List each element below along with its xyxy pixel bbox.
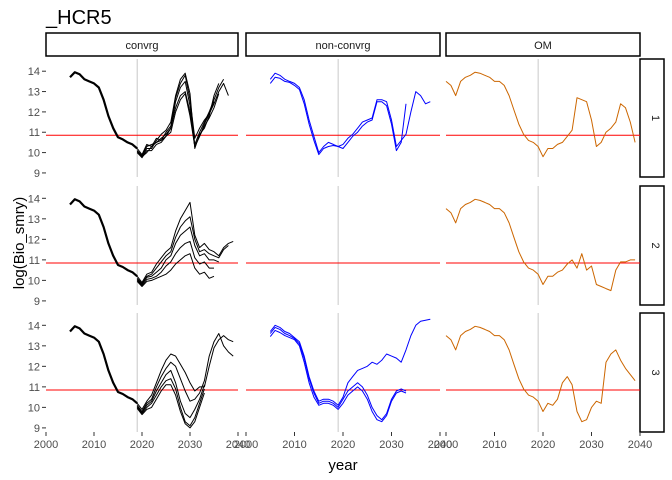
strip-label-non-convrg: non-convrg <box>315 40 370 52</box>
x-tick-label: 2020 <box>130 439 154 451</box>
x-tick-label: 2040 <box>226 439 250 451</box>
y-tick-label: 12 <box>28 361 40 373</box>
series-line-convrg-1-2 <box>136 79 225 157</box>
row-strip-3 <box>639 312 665 433</box>
x-tick-label: 2030 <box>379 439 403 451</box>
series-line-convrg-3-4 <box>136 378 205 427</box>
x-axis-label: year <box>328 457 357 474</box>
series-line-convrg-2-2 <box>136 216 229 284</box>
row-strip-2 <box>639 185 665 306</box>
x-tick-label: 2030 <box>178 439 202 451</box>
strip-convrg <box>45 32 239 57</box>
series-line-convrg-3-5 <box>136 384 205 429</box>
series-line-convrg-3-1 <box>136 335 234 410</box>
y-tick-label: 13 <box>28 87 40 99</box>
series-line-convrg-2-3 <box>136 226 219 285</box>
y-axis-label: log(Bio_smry) <box>11 197 28 290</box>
x-tick-label: 2000 <box>434 439 458 451</box>
strip-label-convrg: convrg <box>125 40 158 52</box>
row-strip-1 <box>639 58 665 178</box>
series-line-convrg-3-2 <box>136 333 234 412</box>
y-tick-label: 12 <box>28 107 40 119</box>
strip-label-OM: OM <box>534 40 552 52</box>
y-tick-label: 11 <box>29 127 40 139</box>
y-tick-label: 12 <box>28 234 40 246</box>
x-tick-label: 2030 <box>579 439 603 451</box>
series-history-line <box>69 198 138 278</box>
series-line-convrg-3-3 <box>136 369 205 419</box>
x-tick-label: 2010 <box>482 439 506 451</box>
series-line-non-convrg-1-1 <box>269 72 431 154</box>
series-line-convrg-1-5 <box>136 91 215 158</box>
y-tick-label: 10 <box>28 275 40 287</box>
y-tick-label: 13 <box>28 214 40 226</box>
y-tick-label: 9 <box>34 423 40 435</box>
y-tick-label: 11 <box>29 255 40 267</box>
y-tick-label: 9 <box>34 296 40 308</box>
y-tick-label: 14 <box>28 66 40 78</box>
series-history-line <box>69 325 138 405</box>
series-line-convrg-2-4 <box>136 240 214 286</box>
series-line-OM-1-1 <box>445 71 636 158</box>
y-tick-label: 10 <box>28 402 40 414</box>
plot-title: _HCR5 <box>45 7 112 29</box>
series-line-non-convrg-3-2 <box>269 326 407 421</box>
x-tick-label: 2040 <box>628 439 652 451</box>
series-history-line <box>69 71 138 150</box>
series-line-convrg-2-1 <box>136 201 234 283</box>
x-tick-label: 2040 <box>428 439 452 451</box>
row-strip-label-3: 3 <box>649 369 661 375</box>
series-line-OM-3-1 <box>445 325 636 423</box>
series-line-convrg-1-4 <box>136 93 220 159</box>
strip-OM <box>445 32 641 57</box>
y-tick-label: 14 <box>28 193 40 205</box>
x-tick-label: 2010 <box>82 439 106 451</box>
x-tick-label: 2020 <box>531 439 555 451</box>
series-line-non-convrg-1-2 <box>269 76 407 156</box>
series-line-convrg-1-3 <box>136 72 220 158</box>
series-line-non-convrg-3-1 <box>269 318 431 406</box>
row-strip-label-1: 1 <box>649 115 661 121</box>
x-tick-label: 2020 <box>331 439 355 451</box>
y-tick-label: 13 <box>28 341 40 353</box>
y-tick-label: 14 <box>28 320 40 332</box>
y-tick-label: 10 <box>28 148 40 160</box>
strip-non-convrg <box>245 32 441 57</box>
series-line-OM-2-1 <box>445 198 636 292</box>
x-tick-label: 2010 <box>282 439 306 451</box>
series-line-non-convrg-3-3 <box>269 329 407 423</box>
x-tick-label: 2000 <box>234 439 258 451</box>
y-tick-label: 9 <box>34 168 40 180</box>
series-line-convrg-1-1 <box>136 74 229 156</box>
series-line-convrg-2-5 <box>136 253 215 287</box>
panels-layer: convrg non-convrg OM1239101112131491011121… <box>28 32 665 451</box>
row-strip-label-2: 2 <box>649 242 661 248</box>
y-tick-label: 11 <box>29 382 40 394</box>
x-tick-label: 2000 <box>34 439 58 451</box>
